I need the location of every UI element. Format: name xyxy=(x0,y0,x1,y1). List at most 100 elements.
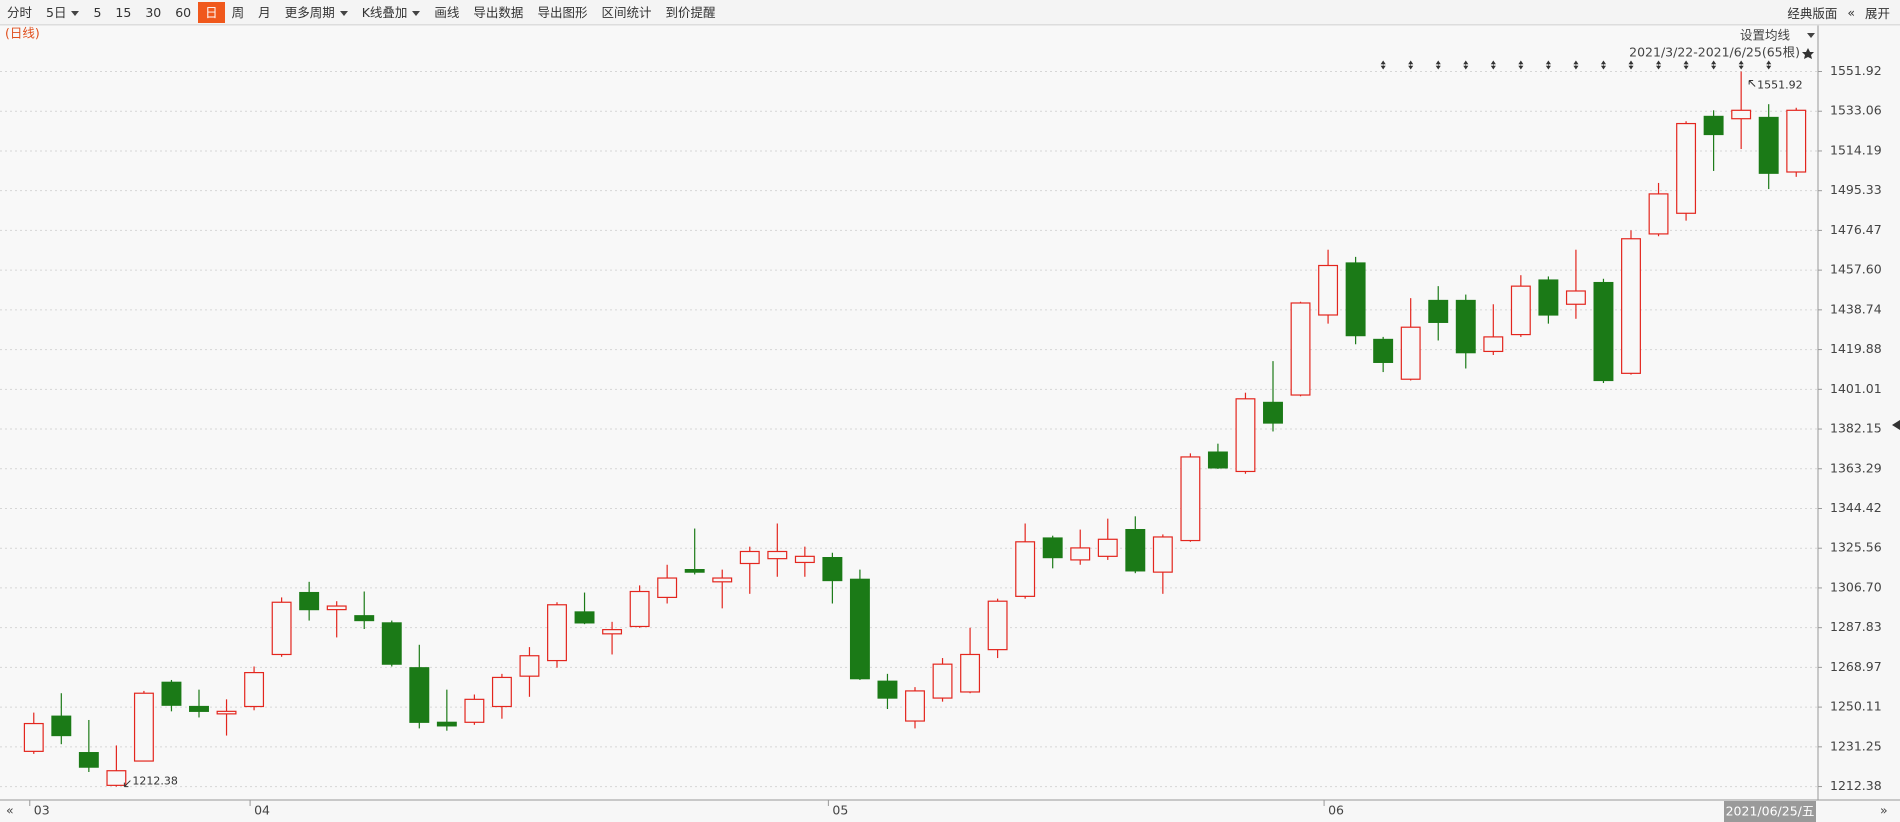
candle-body xyxy=(1455,299,1476,354)
marker-icon xyxy=(1683,60,1689,70)
x-tick-label: 05 xyxy=(832,803,848,818)
toolbar-item[interactable]: 导出数据 xyxy=(473,4,524,20)
candle-body xyxy=(1593,281,1614,382)
candle-body xyxy=(244,671,265,708)
candle-body xyxy=(1125,528,1146,572)
candle-body xyxy=(932,663,953,699)
candle-body xyxy=(299,591,320,611)
candle-body xyxy=(1207,451,1228,469)
candle-body xyxy=(1510,285,1531,336)
candle-body xyxy=(877,680,898,699)
x-tick-label: 04 xyxy=(254,803,270,818)
candle-body xyxy=(1097,538,1118,557)
arrow xyxy=(123,780,131,788)
toolbar-right-item[interactable]: « xyxy=(1847,4,1855,20)
candle-body xyxy=(657,577,678,599)
candle-body xyxy=(712,577,733,583)
candle-body xyxy=(106,770,127,786)
y-tick-label: 1514.19 xyxy=(1830,142,1882,157)
candle-body xyxy=(574,611,595,624)
candle-body xyxy=(409,667,430,723)
dropdown-arrow xyxy=(1807,33,1815,38)
candle-body xyxy=(1621,238,1641,374)
marker-icon xyxy=(1463,60,1469,70)
y-tick-label: 1231.25 xyxy=(1830,738,1882,753)
candle-body xyxy=(519,655,540,677)
candle-body xyxy=(1758,116,1779,174)
toolbar-item[interactable]: 周 xyxy=(231,4,245,20)
candle-body xyxy=(216,710,237,715)
max-label: 1551.92 xyxy=(1757,79,1803,92)
candle-body xyxy=(547,604,567,662)
candle-body xyxy=(1042,537,1063,559)
toolbar-item[interactable]: 月 xyxy=(258,4,271,20)
candle-body xyxy=(1263,401,1283,424)
candle-body xyxy=(23,722,44,752)
pin-icon[interactable] xyxy=(1802,48,1814,59)
cursor-date-box xyxy=(1724,801,1816,822)
period-label: (日线) xyxy=(5,26,40,41)
candle-body xyxy=(1152,536,1173,573)
toolbar-item[interactable]: K线叠加 xyxy=(355,2,428,23)
arrow xyxy=(1748,80,1756,87)
toolbar-item[interactable]: 到价提醒 xyxy=(665,4,716,20)
y-tick-label: 1495.33 xyxy=(1830,182,1882,197)
candle-body xyxy=(1235,398,1256,473)
nav-prev[interactable]: « xyxy=(6,803,14,818)
toolbar-item[interactable]: 区间统计 xyxy=(601,4,652,20)
cursor-date: 2021/06/25/五 xyxy=(1726,804,1815,819)
candle-body xyxy=(905,690,925,722)
candle-body xyxy=(1483,336,1504,353)
candle-body xyxy=(794,555,815,564)
marker-icon xyxy=(1408,60,1414,70)
y-tick-label: 1325.56 xyxy=(1830,540,1882,555)
toolbar-item[interactable]: 日 xyxy=(198,1,225,23)
candle-body xyxy=(1731,109,1752,120)
candle-body xyxy=(1400,326,1421,380)
candle-body xyxy=(1373,338,1394,363)
y-tick-label: 1212.38 xyxy=(1830,778,1882,793)
candle-body xyxy=(1428,299,1449,323)
marker-icon xyxy=(1518,60,1524,70)
y-tick-label: 1382.15 xyxy=(1830,421,1882,436)
candle-body xyxy=(602,629,623,635)
candle-body xyxy=(1648,193,1669,235)
toolbar-item[interactable]: 导出图形 xyxy=(537,4,588,20)
y-tick-label: 1533.06 xyxy=(1830,103,1882,118)
marker-icon xyxy=(1655,60,1662,70)
toolbar-right-item[interactable]: 经典版面 xyxy=(1787,5,1838,21)
toolbar-item[interactable]: 分时 xyxy=(7,4,33,20)
candle-body xyxy=(960,653,981,693)
candle-body xyxy=(133,692,154,762)
candle-body xyxy=(987,600,1008,651)
x-tick-label: 03 xyxy=(34,803,50,818)
candle-body xyxy=(1538,279,1559,316)
ma-setting[interactable]: 设置均线 xyxy=(1740,28,1791,43)
marker-icon xyxy=(1435,60,1441,70)
candle-body xyxy=(354,615,375,622)
marker-icon xyxy=(1573,60,1579,70)
toolbar-item[interactable]: 5日 xyxy=(39,2,86,23)
toolbar-item[interactable]: 画线 xyxy=(434,4,460,20)
toolbar-right: 经典版面 « 展开 xyxy=(1777,0,1890,24)
y-tick-label: 1306.70 xyxy=(1830,579,1882,594)
toolbar-item[interactable]: 30 xyxy=(145,4,162,20)
candle-body xyxy=(491,676,512,708)
toolbar-item[interactable]: 15 xyxy=(115,4,132,20)
marker-icon xyxy=(1490,60,1496,70)
toolbar-item[interactable]: 5 xyxy=(93,4,102,20)
toolbar-right-item[interactable]: 展开 xyxy=(1864,5,1890,21)
toolbar-item[interactable]: 更多周期 xyxy=(278,2,355,23)
candle-body xyxy=(436,721,457,727)
y-tick-label: 1419.88 xyxy=(1830,341,1882,356)
candle-body xyxy=(1345,262,1366,337)
candle-body xyxy=(326,605,347,611)
candle-body xyxy=(1786,109,1807,173)
toolbar-item[interactable]: 60 xyxy=(175,4,192,20)
nav-next[interactable]: » xyxy=(1880,803,1888,818)
candle-body xyxy=(1290,302,1311,396)
side-marker xyxy=(1892,420,1900,430)
y-tick-label: 1287.83 xyxy=(1830,619,1882,634)
candle-body xyxy=(822,557,843,582)
